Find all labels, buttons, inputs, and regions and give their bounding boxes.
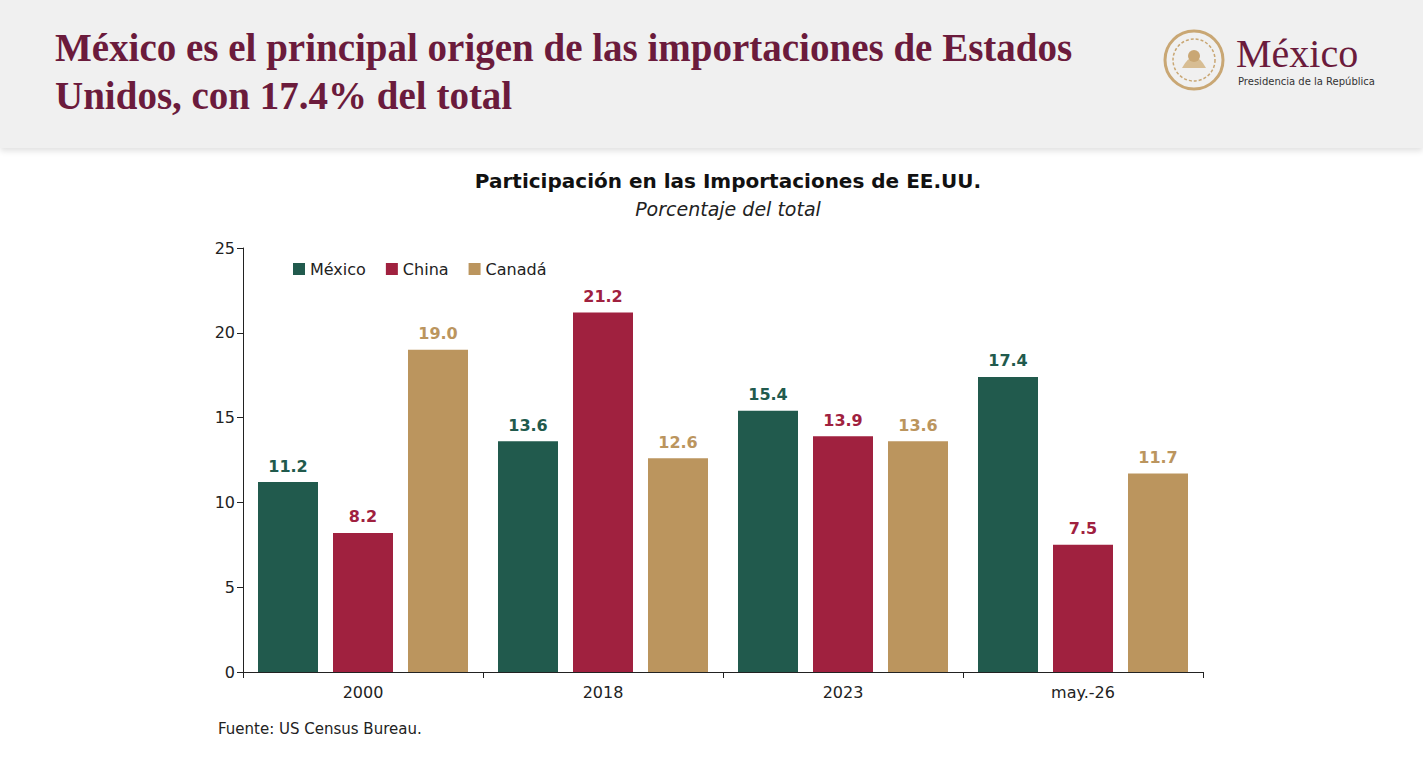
svg-text:may.-26: may.-26 (1051, 683, 1115, 702)
svg-text:15: 15 (215, 408, 235, 427)
svg-text:Participación en las Importaci: Participación en las Importaciones de EE… (475, 169, 981, 193)
html-text:México es el principal origen: México es el principal origen de las imp… (55, 26, 1073, 117)
svg-text:2023: 2023 (823, 683, 864, 702)
svg-text:15.4: 15.4 (748, 385, 787, 404)
svg-text:8.2: 8.2 (349, 507, 377, 526)
svg-text:México: México (310, 260, 366, 279)
svg-text:Canadá: Canadá (486, 260, 547, 279)
svg-text:13.6: 13.6 (898, 416, 937, 435)
svg-text:0: 0 (225, 663, 235, 682)
svg-text:11.7: 11.7 (1138, 448, 1177, 467)
svg-text:21.2: 21.2 (583, 287, 622, 306)
svg-text:5: 5 (225, 578, 235, 597)
svg-text:Porcentaje del total: Porcentaje del total (635, 198, 821, 220)
svg-text:12.6: 12.6 (658, 433, 697, 452)
svg-text:7.5: 7.5 (1069, 519, 1097, 538)
svg-text:17.4: 17.4 (988, 351, 1027, 370)
svg-text:2018: 2018 (583, 683, 624, 702)
svg-text:China: China (403, 260, 449, 279)
svg-text:10: 10 (215, 493, 235, 512)
svg-text:13.9: 13.9 (823, 411, 862, 430)
html-text:Presidencia de la República: Presidencia de la República (1238, 76, 1375, 87)
svg-text:2000: 2000 (343, 683, 384, 702)
svg-text:Fuente: US Census Bureau.: Fuente: US Census Bureau. (218, 720, 422, 738)
html-text:México: México (1236, 31, 1359, 76)
svg-text:20: 20 (215, 323, 235, 342)
svg-text:25: 25 (215, 239, 235, 258)
svg-text:19.0: 19.0 (418, 324, 457, 343)
svg-text:11.2: 11.2 (268, 457, 307, 476)
svg-text:13.6: 13.6 (508, 416, 547, 435)
